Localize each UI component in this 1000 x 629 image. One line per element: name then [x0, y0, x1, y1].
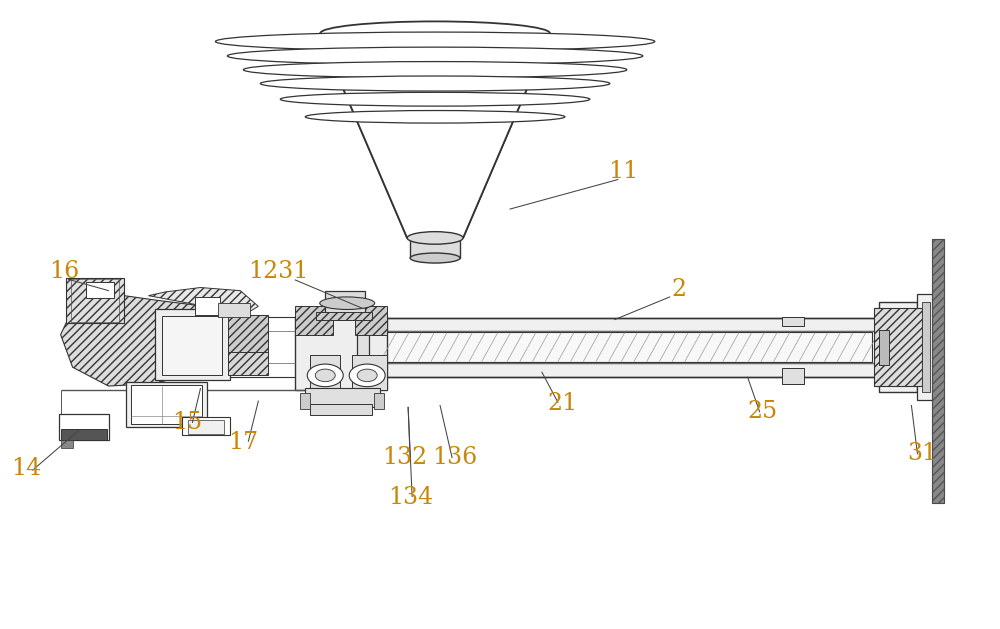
Bar	[295, 316, 387, 390]
Bar	[66, 278, 124, 323]
Bar	[295, 306, 333, 335]
Bar	[131, 386, 202, 425]
Text: 25: 25	[748, 400, 778, 423]
Text: 16: 16	[49, 260, 79, 283]
Bar	[71, 279, 119, 322]
Bar	[917, 294, 939, 401]
Ellipse shape	[260, 76, 610, 91]
Bar	[357, 308, 369, 383]
Bar	[195, 297, 220, 314]
Bar	[932, 239, 944, 503]
Polygon shape	[882, 341, 895, 353]
Ellipse shape	[407, 231, 463, 244]
Bar	[365, 363, 877, 377]
Text: 1231: 1231	[248, 260, 309, 283]
Bar	[155, 309, 230, 380]
Bar	[370, 332, 872, 362]
Bar	[374, 393, 384, 409]
Bar	[59, 414, 109, 440]
Bar	[61, 429, 107, 440]
Circle shape	[349, 364, 385, 387]
Polygon shape	[148, 287, 258, 317]
Bar	[316, 312, 372, 320]
Bar	[86, 282, 114, 298]
Text: 17: 17	[228, 431, 259, 454]
Bar	[782, 317, 804, 326]
Bar	[932, 239, 944, 503]
Bar	[355, 306, 387, 335]
Circle shape	[307, 364, 343, 387]
Text: 15: 15	[172, 411, 203, 434]
Bar	[877, 314, 895, 380]
Bar	[325, 291, 365, 317]
Bar	[61, 440, 73, 448]
Text: 31: 31	[907, 442, 938, 465]
Text: 21: 21	[548, 392, 578, 415]
Bar	[305, 388, 380, 407]
Bar	[228, 352, 268, 376]
Text: 11: 11	[608, 160, 638, 182]
Bar	[182, 418, 230, 435]
Bar	[879, 330, 889, 365]
Bar	[782, 368, 804, 384]
Polygon shape	[61, 291, 228, 386]
Ellipse shape	[305, 111, 565, 123]
Polygon shape	[320, 35, 550, 238]
Bar	[352, 355, 387, 390]
Ellipse shape	[320, 297, 375, 309]
Bar	[874, 308, 922, 386]
Bar	[410, 238, 460, 258]
Bar	[126, 382, 207, 428]
Ellipse shape	[243, 62, 627, 78]
Bar	[188, 420, 224, 434]
Ellipse shape	[410, 253, 460, 263]
Text: 132: 132	[382, 446, 427, 469]
Bar	[310, 404, 372, 415]
Circle shape	[315, 369, 335, 382]
Text: 136: 136	[432, 446, 477, 469]
Bar	[922, 302, 930, 392]
Ellipse shape	[227, 47, 643, 65]
Bar	[228, 314, 268, 352]
Bar	[162, 316, 222, 376]
Bar	[310, 355, 340, 390]
Bar	[218, 303, 250, 317]
Text: 2: 2	[672, 277, 687, 301]
Text: 14: 14	[11, 457, 41, 479]
Ellipse shape	[280, 92, 590, 106]
Ellipse shape	[215, 32, 655, 51]
Bar	[365, 318, 877, 331]
Bar	[879, 302, 917, 392]
Ellipse shape	[320, 21, 550, 45]
Bar	[300, 393, 310, 409]
Text: 134: 134	[388, 486, 433, 509]
Circle shape	[357, 369, 377, 382]
